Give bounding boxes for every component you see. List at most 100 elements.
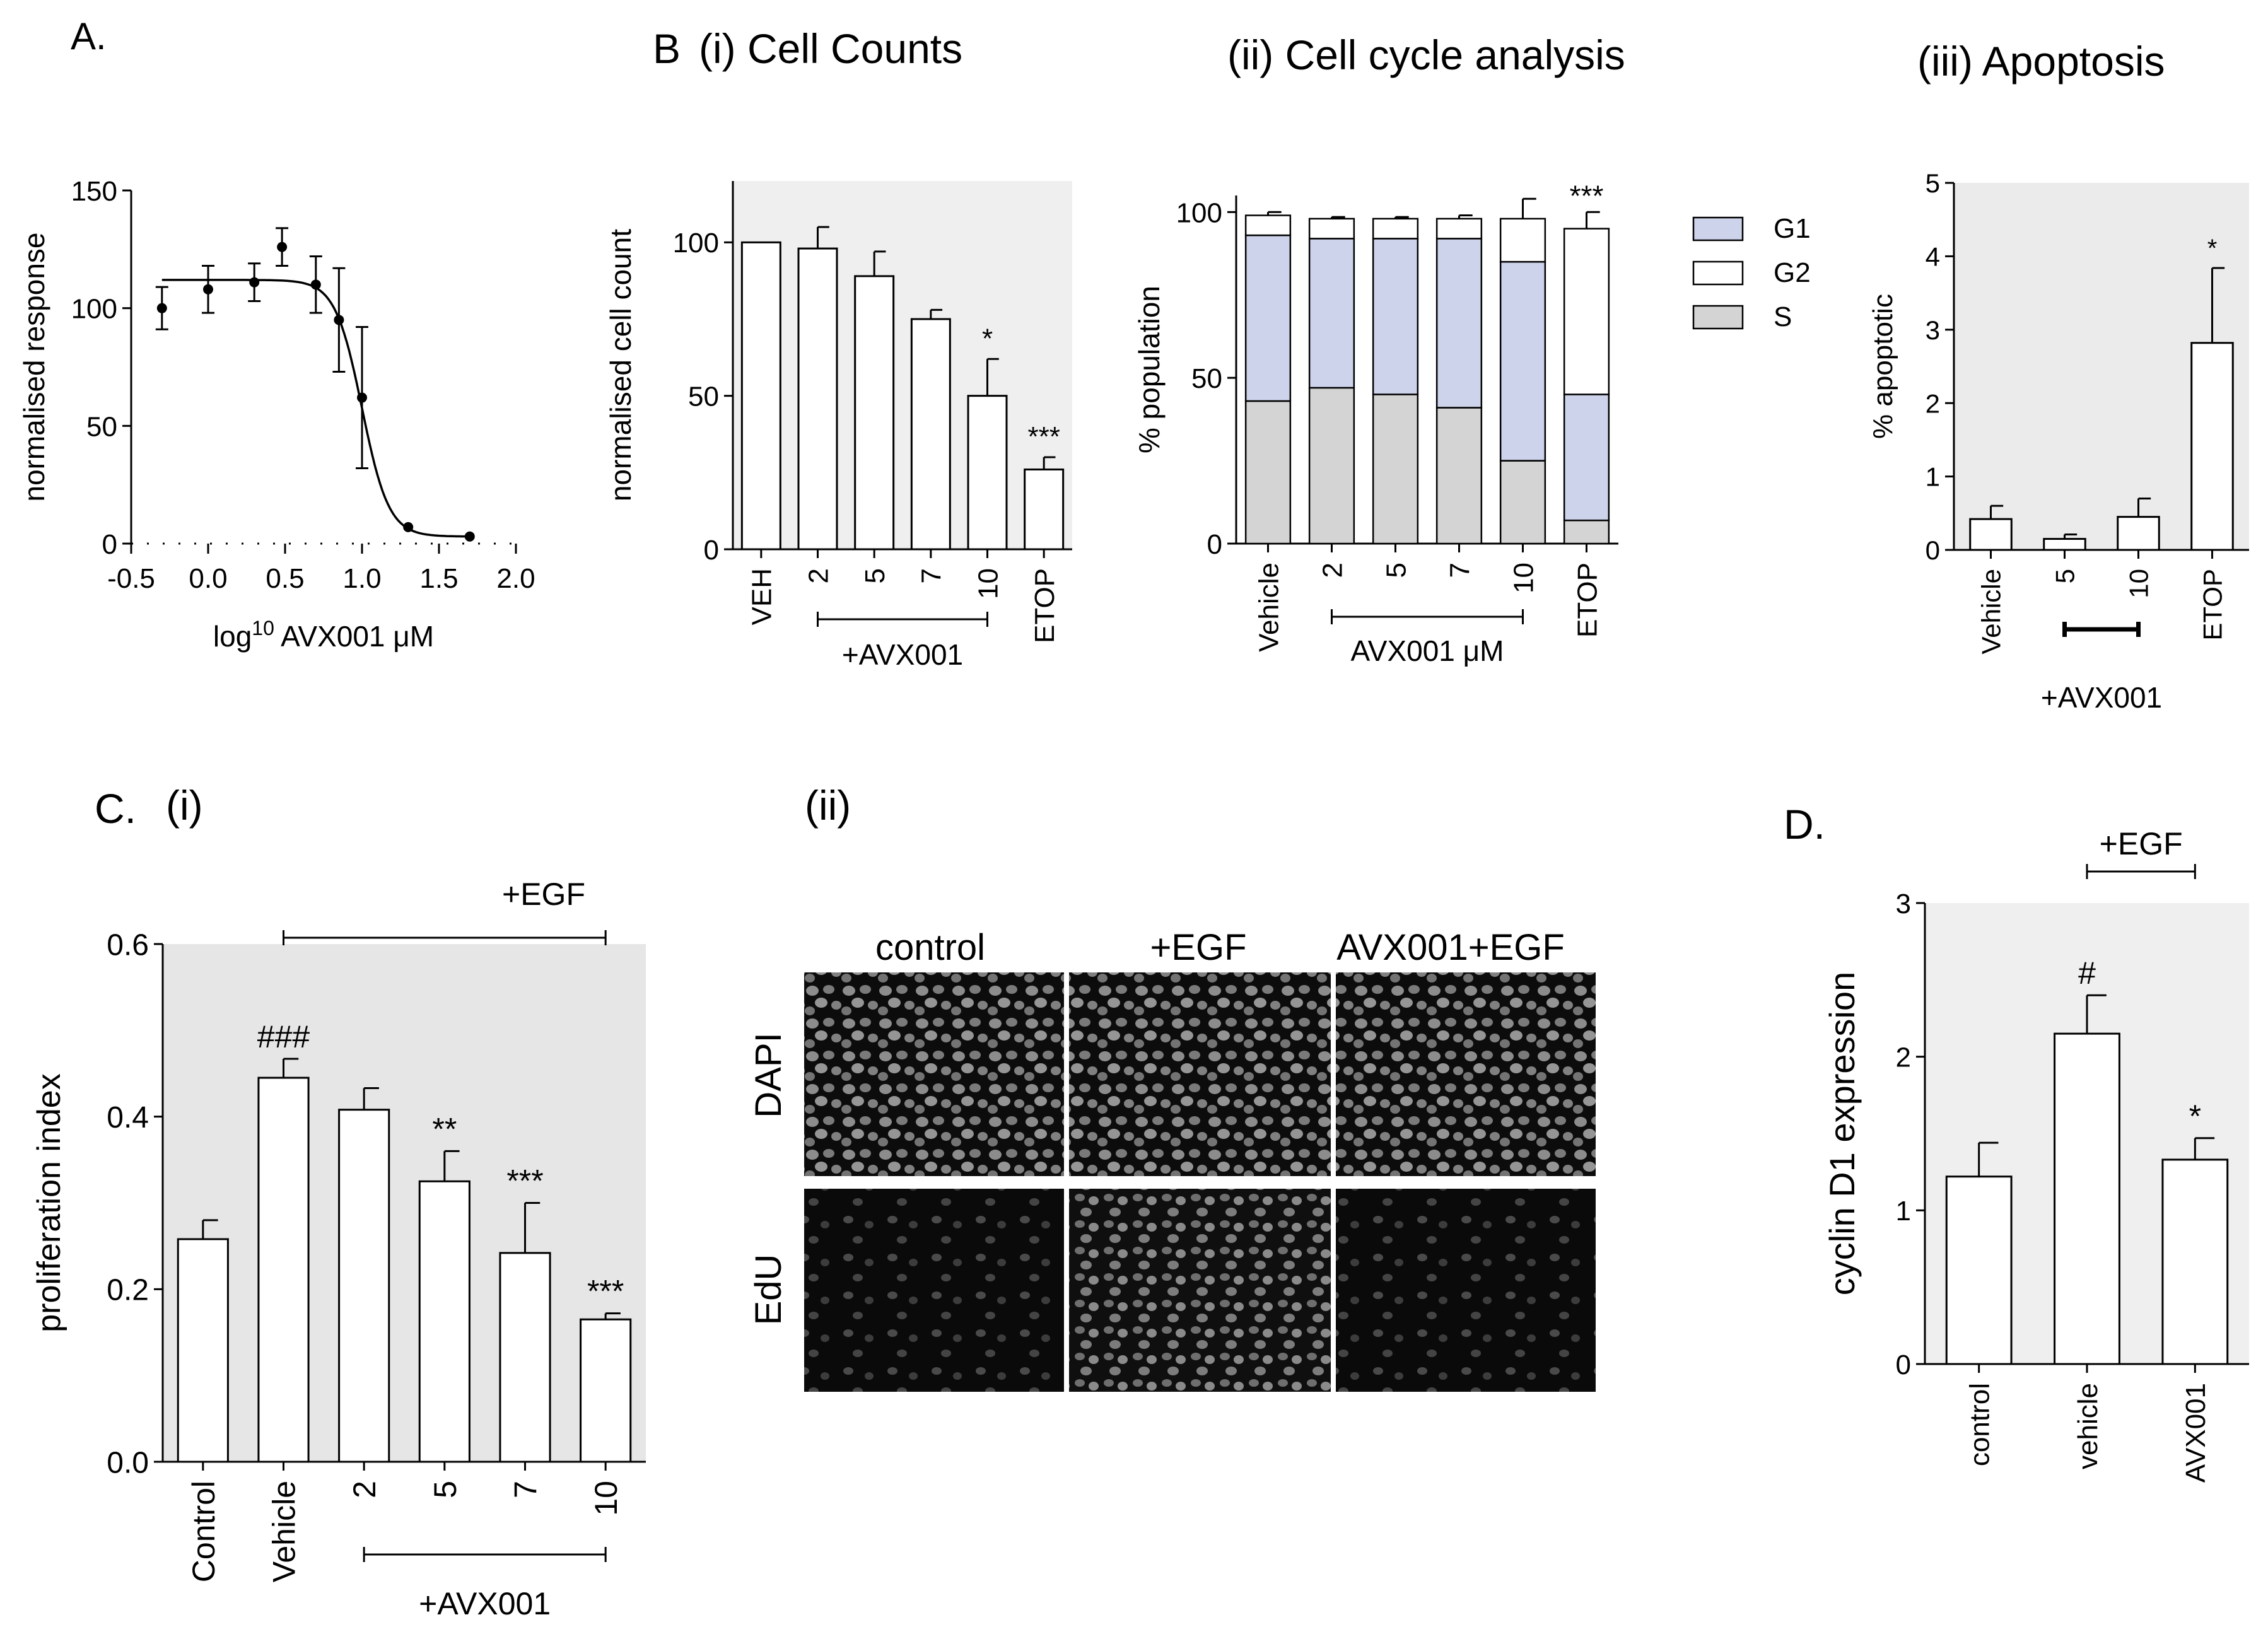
y-tick-label: 0 bbox=[704, 535, 719, 566]
x-category-label: 7 bbox=[508, 1481, 544, 1498]
micrograph-dapi bbox=[1069, 972, 1331, 1176]
stacked-segment-g1 bbox=[1563, 394, 1610, 522]
bracket-label: +AVX001 bbox=[419, 1586, 551, 1621]
top-bracket-label: +EGF bbox=[502, 877, 585, 912]
data-point bbox=[277, 242, 288, 252]
x-axis-label-rest: AVX001 μM bbox=[274, 620, 434, 653]
x-tick-label: 0.5 bbox=[266, 563, 304, 594]
significance-annotation: *** bbox=[1027, 421, 1060, 452]
bracket-label: +AVX001 bbox=[2041, 681, 2162, 714]
bar bbox=[580, 1318, 632, 1463]
significance-annotation: *** bbox=[506, 1163, 543, 1199]
micrograph-row-label: DAPI bbox=[748, 1032, 789, 1117]
x-category-label: 2 bbox=[1318, 563, 1348, 578]
y-tick-label: 4 bbox=[1926, 242, 1940, 272]
y-tick-label: 0.0 bbox=[107, 1446, 149, 1479]
x-category-label: 10 bbox=[1509, 563, 1540, 593]
data-point bbox=[249, 277, 260, 288]
micrograph-dapi bbox=[804, 972, 1064, 1176]
y-tick-label: 0.6 bbox=[107, 928, 149, 962]
legend-label: S bbox=[1774, 301, 1792, 332]
micrograph-row-label: EdU bbox=[748, 1254, 789, 1326]
x-category-label: 5 bbox=[2050, 569, 2080, 583]
stacked-segment-g2 bbox=[1499, 218, 1546, 263]
micrograph-dapi bbox=[1336, 972, 1596, 1176]
x-category-label: 7 bbox=[916, 568, 947, 583]
micrograph-edu bbox=[804, 1189, 1064, 1392]
y-tick-label: 3 bbox=[1896, 889, 1911, 919]
micrograph-edu bbox=[1336, 1189, 1596, 1392]
stacked-segment-g2 bbox=[1372, 218, 1419, 240]
panel-label-c: C. bbox=[95, 785, 136, 832]
x-category-label: 2 bbox=[347, 1481, 382, 1498]
bracket-label: AVX001 μM bbox=[1351, 634, 1504, 667]
data-point bbox=[203, 284, 213, 294]
y-tick-label: 3 bbox=[1926, 315, 1940, 345]
legend-swatch-g1 bbox=[1692, 216, 1744, 242]
panel-label-d: D. bbox=[1784, 801, 1825, 848]
micrograph-column-label: control bbox=[875, 927, 985, 968]
bar bbox=[967, 395, 1008, 551]
y-tick-label: 0.4 bbox=[107, 1101, 149, 1134]
data-point bbox=[357, 392, 367, 403]
bar bbox=[2190, 342, 2234, 551]
x-category-label: 5 bbox=[1381, 563, 1412, 578]
micrograph-column-label: +EGF bbox=[1150, 927, 1246, 968]
bar bbox=[854, 275, 895, 551]
x-tick-label: 1.0 bbox=[342, 563, 381, 594]
y-tick-label: 5 bbox=[1926, 168, 1940, 198]
y-tick-label: 0 bbox=[102, 529, 117, 560]
panel-c-ii-microscopy: control +EGF AVX001+EGF DAPI EdU bbox=[748, 927, 1596, 1392]
y-tick-label: 50 bbox=[86, 411, 117, 442]
micrograph-column-label: AVX001+EGF bbox=[1336, 927, 1565, 968]
bar bbox=[2054, 1032, 2120, 1365]
bar bbox=[2161, 1158, 2229, 1365]
top-bracket-label: +EGF bbox=[2100, 826, 2183, 861]
stacked-segment-s bbox=[1499, 460, 1546, 545]
x-tick-label: 2.0 bbox=[496, 563, 535, 594]
y-tick-label: 2 bbox=[1896, 1042, 1911, 1073]
x-category-label: 7 bbox=[1445, 563, 1476, 578]
legend-label: G1 bbox=[1774, 213, 1811, 244]
panel-title: (iii) Apoptosis bbox=[1917, 38, 2165, 85]
bar bbox=[257, 1076, 310, 1463]
panel-label-c-sub: (i) bbox=[166, 782, 203, 829]
stacked-segment-g1 bbox=[1372, 238, 1419, 395]
x-axis-label-log: log bbox=[213, 620, 252, 653]
x-category-label: VEH bbox=[747, 568, 778, 625]
data-point bbox=[403, 522, 414, 532]
panel-title: (i) Cell Counts bbox=[699, 25, 962, 72]
y-tick-label: 100 bbox=[71, 294, 117, 325]
bar bbox=[418, 1180, 471, 1463]
bar bbox=[1945, 1175, 2013, 1365]
stacked-segment-g1 bbox=[1499, 260, 1546, 462]
x-category-label: Control bbox=[186, 1481, 221, 1582]
legend-swatch-s bbox=[1692, 305, 1744, 330]
bar bbox=[910, 318, 951, 551]
x-axis-label: log10 AVX001 μM bbox=[213, 617, 434, 653]
significance-annotation: * bbox=[982, 323, 993, 354]
x-category-label: ETOP bbox=[1572, 563, 1603, 638]
y-tick-label: 0 bbox=[1207, 529, 1222, 560]
significance-annotation: # bbox=[2078, 955, 2096, 991]
panel-b-iii-apoptosis: 0 1 2 3 4 5 Vehicle 5 10 ETOP * % apoptotic (iii) Ap… bbox=[1868, 38, 2249, 714]
x-category-label: 2 bbox=[803, 568, 834, 583]
legend-label: G2 bbox=[1774, 257, 1811, 288]
bar bbox=[2043, 538, 2086, 551]
y-axis-label: cyclin D1 expression bbox=[1822, 972, 1862, 1296]
significance-annotation: ### bbox=[257, 1019, 310, 1054]
x-category-label: ETOP bbox=[2198, 569, 2228, 641]
stacked-segment-g2 bbox=[1563, 228, 1610, 395]
x-category-label: AVX001 bbox=[2180, 1383, 2211, 1483]
panel-label-a: A. bbox=[71, 15, 107, 57]
y-tick-label: 0 bbox=[1896, 1350, 1911, 1380]
y-axis-label: % apoptotic bbox=[1868, 294, 1898, 439]
x-category-label: 10 bbox=[973, 568, 1003, 599]
data-point bbox=[156, 303, 167, 313]
y-tick-label: 50 bbox=[1191, 363, 1222, 394]
y-tick-label: 100 bbox=[673, 228, 719, 259]
panel-a-dose-response: 0 50 100 150 -0.5 0.0 0.5 1.0 1.5 2.0 normalised r… bbox=[18, 176, 535, 653]
stacked-segment-s bbox=[1372, 394, 1419, 545]
stacked-segment-g1 bbox=[1435, 238, 1483, 409]
